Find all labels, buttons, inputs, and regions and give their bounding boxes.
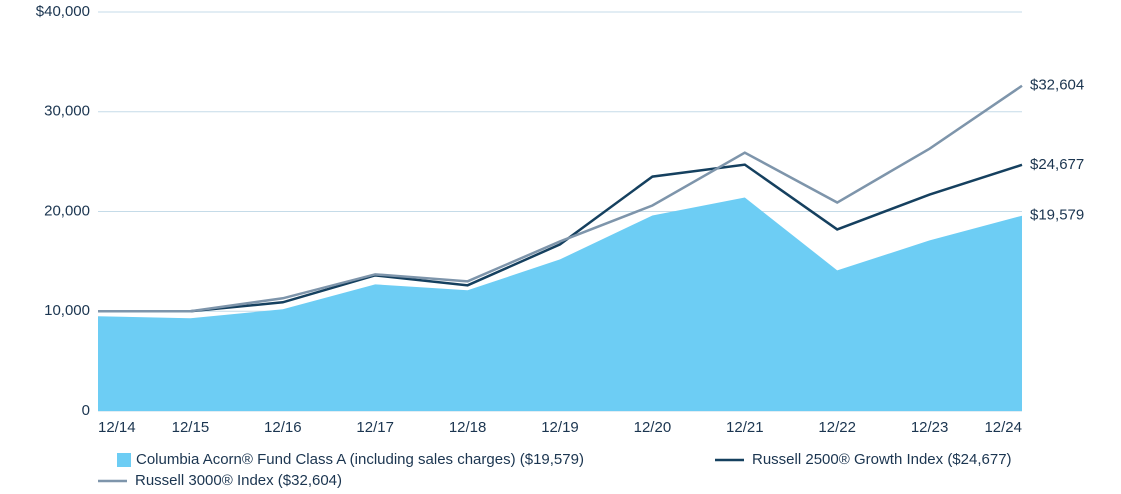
x-tick-label: 12/15 [172,419,210,436]
x-tick-label: 12/21 [726,419,764,436]
legend-label: Russell 3000® Index ($32,604) [135,472,342,489]
y-tick-label: 30,000 [44,103,90,120]
line [98,163,1023,313]
area [98,197,1022,411]
y-tick-label: 0 [82,402,90,419]
x-tick-label: 12/18 [449,419,487,436]
end-value-label: $24,677 [1030,156,1084,173]
end-value-label: $32,604 [1030,77,1084,94]
x-tick-label: 12/17 [356,419,394,436]
legend-swatch [117,453,131,467]
x-tick-label: 12/22 [818,419,856,436]
x-tick-label: 12/20 [634,419,672,436]
y-tick-label: 20,000 [44,202,90,219]
y-tick-label: $40,000 [36,3,90,20]
y-tick-label: 10,000 [44,302,90,319]
legend-label: Russell 2500® Growth Index ($24,677) [752,451,1012,468]
end-value-label: $19,579 [1030,207,1084,224]
x-tick-label: 12/19 [541,419,579,436]
legend-label: Columbia Acorn® Fund Class A (including … [136,451,584,468]
line [98,84,1023,313]
x-tick-label: 12/14 [98,419,136,436]
x-tick-label: 12/24 [984,419,1022,436]
x-tick-label: 12/23 [911,419,949,436]
x-tick-label: 12/16 [264,419,302,436]
